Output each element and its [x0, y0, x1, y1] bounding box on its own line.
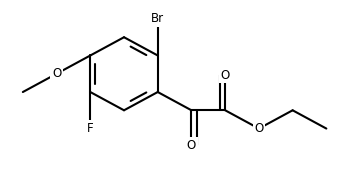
Text: O: O [254, 122, 264, 135]
Text: Br: Br [151, 12, 164, 26]
Text: F: F [87, 122, 94, 135]
Text: O: O [52, 67, 61, 80]
Text: O: O [221, 69, 230, 82]
Text: O: O [187, 139, 196, 152]
